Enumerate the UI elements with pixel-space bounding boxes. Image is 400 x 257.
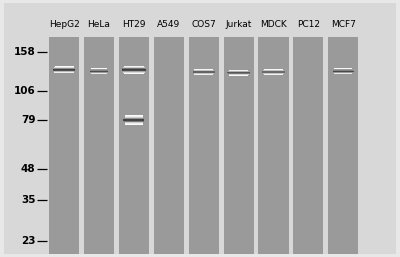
Bar bbox=[224, 37, 254, 254]
Bar bbox=[122, 68, 146, 69]
Bar bbox=[124, 66, 144, 67]
Bar bbox=[124, 121, 144, 122]
Bar bbox=[328, 37, 358, 254]
Text: Jurkat: Jurkat bbox=[226, 20, 252, 29]
Bar bbox=[124, 119, 144, 120]
Text: 35: 35 bbox=[21, 195, 35, 205]
Text: HeLa: HeLa bbox=[88, 20, 110, 29]
Bar bbox=[189, 37, 219, 254]
Text: MDCK: MDCK bbox=[260, 20, 287, 29]
Text: MCF7: MCF7 bbox=[331, 20, 356, 29]
Bar bbox=[125, 124, 143, 125]
Bar bbox=[125, 116, 143, 117]
Bar bbox=[258, 37, 288, 254]
Text: A549: A549 bbox=[157, 20, 180, 29]
Text: HepG2: HepG2 bbox=[49, 20, 80, 29]
Bar bbox=[119, 37, 149, 254]
Text: HT29: HT29 bbox=[122, 20, 146, 29]
Bar bbox=[124, 122, 144, 123]
Bar bbox=[125, 115, 143, 116]
Bar bbox=[84, 37, 114, 254]
Bar bbox=[125, 123, 143, 124]
Bar bbox=[122, 69, 146, 70]
Text: COS7: COS7 bbox=[191, 20, 216, 29]
Bar bbox=[293, 37, 324, 254]
Text: 158: 158 bbox=[14, 47, 35, 57]
Bar bbox=[49, 37, 79, 254]
Bar bbox=[122, 70, 146, 71]
Text: 48: 48 bbox=[21, 164, 35, 174]
Text: 79: 79 bbox=[21, 115, 35, 125]
Text: 23: 23 bbox=[21, 236, 35, 246]
Bar bbox=[124, 73, 144, 74]
Bar bbox=[124, 118, 144, 119]
Bar bbox=[124, 72, 144, 73]
Text: 106: 106 bbox=[14, 86, 35, 96]
Text: PC12: PC12 bbox=[297, 20, 320, 29]
Bar bbox=[124, 120, 144, 121]
Bar bbox=[124, 117, 143, 118]
Bar bbox=[154, 37, 184, 254]
Bar bbox=[123, 71, 145, 72]
Bar bbox=[123, 67, 145, 68]
